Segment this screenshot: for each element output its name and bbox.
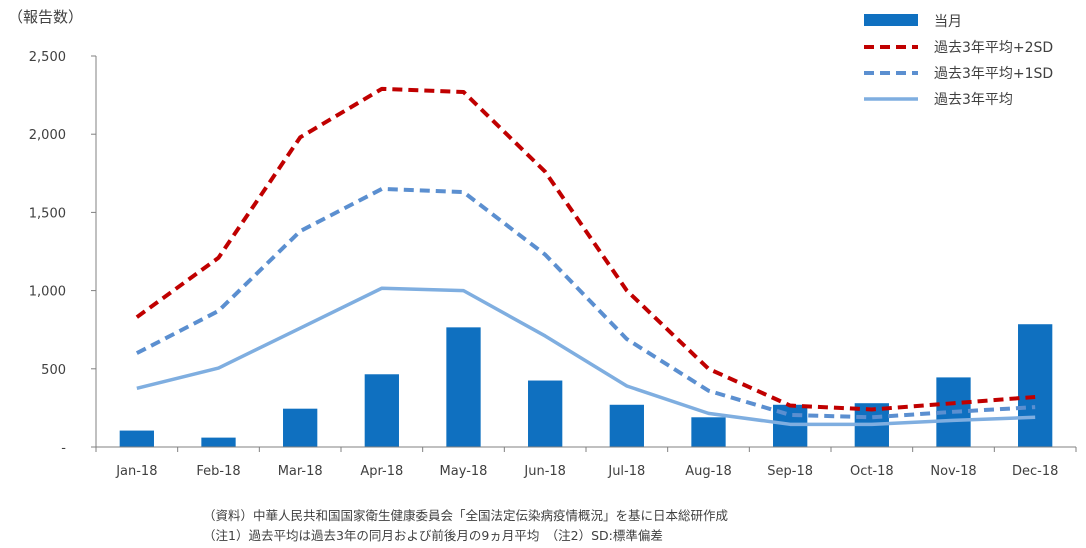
chart: （報告数） - 500 1,000 1,500 2,000 2,500 Jan-18 Feb… [8, 8, 1077, 479]
series-line [136, 286, 1036, 427]
bar [201, 437, 236, 447]
bar [609, 404, 644, 447]
y-tick-label: - [61, 441, 66, 456]
y-axis: - 500 1,000 1,500 2,000 2,500 [29, 50, 97, 456]
unit-label: （報告数） [8, 8, 83, 26]
legend-swatch [864, 14, 918, 26]
x-tick-label: Mar-18 [278, 464, 323, 479]
x-tick-label: Nov-18 [930, 464, 976, 479]
x-axis: Jan-18 Feb-18 Mar-18 Apr-18 May-18 Jun-18 Jul-… [95, 446, 1077, 479]
legend-label: 過去3年平均 [934, 92, 1013, 108]
bar [1018, 324, 1053, 447]
x-tick-label: Oct-18 [850, 464, 894, 479]
x-tick-label: Sep-18 [767, 464, 813, 479]
x-tick-label: Feb-18 [196, 464, 240, 479]
source-note: （資料）中華人民共和国国家衛生健康委員会「全国法定伝染病疫情概況」を基に日本総研… [203, 508, 729, 523]
legend-label: 過去3年平均+2SD [934, 40, 1053, 56]
y-tick-label: 2,500 [29, 50, 66, 65]
series-line [135, 86, 1036, 412]
x-tick-label: Jan-18 [115, 464, 157, 479]
x-tick-label: Aug-18 [685, 464, 732, 479]
y-tick-label: 500 [41, 363, 66, 378]
bar [119, 430, 154, 447]
x-tick-label: Jul-18 [607, 464, 645, 479]
x-tick-label: May-18 [440, 464, 488, 479]
footnote: （注1）過去平均は過去3年の同月および前後月の9ヵ月平均 （注2）SD:標準偏差 [203, 528, 663, 543]
y-tick-label: 1,000 [29, 285, 66, 300]
x-tick-label: Apr-18 [360, 464, 403, 479]
bar [691, 417, 726, 447]
y-tick-label: 1,500 [29, 206, 66, 221]
legend-label: 当月 [934, 14, 962, 30]
bar [283, 408, 318, 447]
x-tick-label: Jun-18 [523, 464, 566, 479]
bar [446, 327, 481, 447]
bar-series [119, 324, 1053, 447]
series-line [135, 186, 1036, 420]
x-tick-label: Dec-18 [1012, 464, 1058, 479]
bar [364, 374, 399, 447]
line-series [135, 86, 1036, 427]
y-tick-label: 2,000 [29, 128, 66, 143]
legend-label: 過去3年平均+1SD [934, 66, 1053, 82]
bar [528, 380, 563, 447]
